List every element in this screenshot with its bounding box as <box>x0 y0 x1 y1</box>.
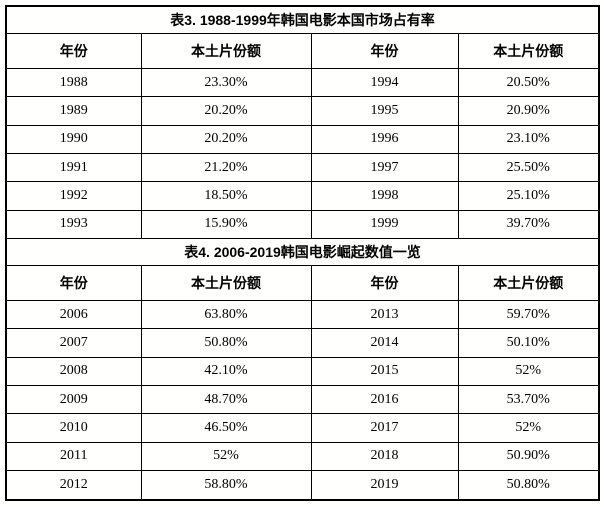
year-cell: 1995 <box>310 96 459 126</box>
share-cell: 23.10% <box>457 124 600 155</box>
year-cell: 1991 <box>5 153 142 183</box>
share-cell: 50.80% <box>140 328 312 358</box>
column-header: 本土片份额 <box>140 265 312 302</box>
table-row: 1989 20.20% 1995 20.90% <box>5 96 600 126</box>
year-cell: 1999 <box>310 209 459 240</box>
column-header: 年份 <box>5 32 142 70</box>
share-cell: 15.90% <box>140 209 312 240</box>
share-cell: 53.70% <box>457 385 600 415</box>
column-header: 本土片份额 <box>457 265 600 302</box>
share-cell: 59.70% <box>457 300 600 330</box>
share-cell: 52% <box>140 441 312 472</box>
table-caption-row: 表4. 2006-2019韩国电影崛起数值一览 <box>5 238 600 267</box>
column-header: 年份 <box>310 265 459 302</box>
table-caption-row: 表3. 1988-1999年韩国电影本国市场占有率 <box>5 5 600 34</box>
year-cell: 1997 <box>310 153 459 183</box>
column-header: 年份 <box>5 265 142 302</box>
year-cell: 1993 <box>5 209 142 240</box>
table-row: 1991 21.20% 1997 25.50% <box>5 153 600 183</box>
market-share-table: 表3. 1988-1999年韩国电影本国市场占有率 年份 本土片份额 年份 本土片份额 1… <box>5 5 601 501</box>
table-row: 2012 58.80% 2019 50.80% <box>5 470 600 501</box>
year-cell: 2014 <box>310 328 459 358</box>
table-title: 表3. 1988-1999年韩国电影本国市场占有率 <box>5 5 600 34</box>
table-row: 2008 42.10% 2015 52% <box>5 356 600 387</box>
year-cell: 1989 <box>5 96 142 126</box>
table-header-row: 年份 本土片份额 年份 本土片份额 <box>5 265 600 302</box>
share-cell: 50.90% <box>457 441 600 472</box>
year-cell: 2010 <box>5 413 142 443</box>
column-header: 本土片份额 <box>140 32 312 70</box>
year-cell: 1988 <box>5 68 142 98</box>
year-cell: 2011 <box>5 441 142 472</box>
table-header-row: 年份 本土片份额 年份 本土片份额 <box>5 32 600 70</box>
column-header: 年份 <box>310 32 459 70</box>
year-cell: 1996 <box>310 124 459 155</box>
year-cell: 2016 <box>310 385 459 415</box>
share-cell: 58.80% <box>140 470 312 501</box>
share-cell: 63.80% <box>140 300 312 330</box>
share-cell: 52% <box>457 413 600 443</box>
share-cell: 25.50% <box>457 153 600 183</box>
share-cell: 48.70% <box>140 385 312 415</box>
table-row: 1993 15.90% 1999 39.70% <box>5 209 600 240</box>
year-cell: 2012 <box>5 470 142 501</box>
share-cell: 20.20% <box>140 96 312 126</box>
table-title: 表4. 2006-2019韩国电影崛起数值一览 <box>5 238 600 267</box>
share-cell: 52% <box>457 356 600 387</box>
year-cell: 2018 <box>310 441 459 472</box>
share-cell: 23.30% <box>140 68 312 98</box>
share-cell: 42.10% <box>140 356 312 387</box>
share-cell: 46.50% <box>140 413 312 443</box>
share-cell: 50.10% <box>457 328 600 358</box>
tables-grid-body: 表3. 1988-1999年韩国电影本国市场占有率 年份 本土片份额 年份 本土片份额 1… <box>5 5 600 501</box>
year-cell: 2009 <box>5 385 142 415</box>
share-cell: 20.50% <box>457 68 600 98</box>
year-cell: 2007 <box>5 328 142 358</box>
year-cell: 2006 <box>5 300 142 330</box>
year-cell: 2017 <box>310 413 459 443</box>
year-cell: 2013 <box>310 300 459 330</box>
year-cell: 1992 <box>5 181 142 211</box>
share-cell: 50.80% <box>457 470 600 501</box>
year-cell: 2015 <box>310 356 459 387</box>
share-cell: 25.10% <box>457 181 600 211</box>
year-cell: 1998 <box>310 181 459 211</box>
table-row: 1990 20.20% 1996 23.10% <box>5 124 600 155</box>
table-row: 1988 23.30% 1994 20.50% <box>5 68 600 98</box>
share-cell: 18.50% <box>140 181 312 211</box>
share-cell: 39.70% <box>457 209 600 240</box>
table-row: 2009 48.70% 2016 53.70% <box>5 385 600 415</box>
year-cell: 2019 <box>310 470 459 501</box>
table-row: 2007 50.80% 2014 50.10% <box>5 328 600 358</box>
year-cell: 1994 <box>310 68 459 98</box>
table-row: 2006 63.80% 2013 59.70% <box>5 300 600 330</box>
share-cell: 20.90% <box>457 96 600 126</box>
year-cell: 1990 <box>5 124 142 155</box>
table-row: 1992 18.50% 1998 25.10% <box>5 181 600 211</box>
table-row: 2011 52% 2018 50.90% <box>5 441 600 472</box>
table-row: 2010 46.50% 2017 52% <box>5 413 600 443</box>
share-cell: 21.20% <box>140 153 312 183</box>
year-cell: 2008 <box>5 356 142 387</box>
column-header: 本土片份额 <box>457 32 600 70</box>
share-cell: 20.20% <box>140 124 312 155</box>
